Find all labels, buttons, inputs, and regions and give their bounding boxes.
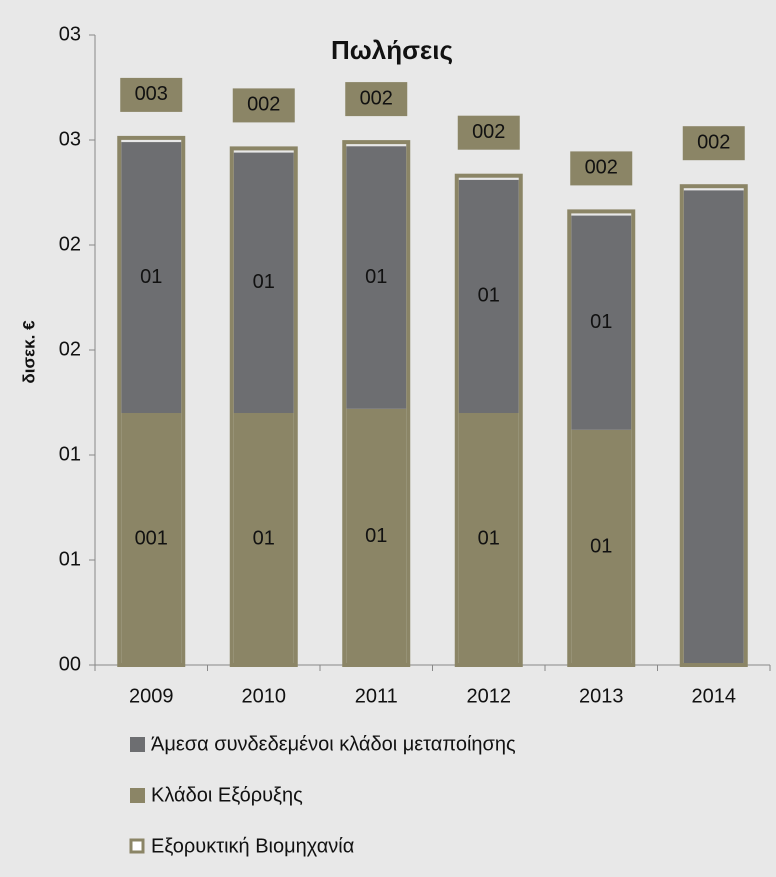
total-outline [567,209,636,667]
data-label: 01 [365,525,387,547]
chart-title: Πωλήσεις [331,35,453,65]
total-outline [454,173,523,667]
bar-segment [121,142,182,413]
total-label: 002 [697,131,730,153]
data-label: 01 [365,266,387,288]
legend-label: Άμεσα συνδεδεμένοι κλάδοι μεταποίησης [151,733,516,755]
total-label-box [232,88,295,123]
bar-segment [458,413,519,665]
total-label: 003 [135,83,168,105]
data-label: 01 [140,266,162,288]
y-tick-label: 02 [59,233,81,255]
y-tick-label: 02 [59,338,81,360]
total-label-box [457,115,520,150]
data-label: 01 [590,536,612,558]
y-tick-label: 01 [59,443,81,465]
total-label-box [345,82,408,117]
x-tick-label: 2009 [129,685,174,707]
x-tick-label: 2012 [467,685,512,707]
total-label: 002 [472,121,505,143]
y-tick-label: 00 [59,653,81,675]
data-label: 01 [253,271,275,293]
bar-segment [458,179,519,413]
bar-segment [121,413,182,665]
x-tick-label: 2010 [242,685,287,707]
bar-segment [233,152,294,413]
legend-label: Εξορυκτική Βιομηχανία [151,835,354,857]
y-tick-label: 03 [59,128,81,150]
total-label-box [682,126,745,161]
bar-segment [571,215,632,430]
data-label: 01 [478,285,500,307]
bar-segment [571,429,632,665]
legend-label: Κλάδοι Εξόρυξης [151,784,303,806]
bar-segment [683,190,744,665]
bar-segment [233,413,294,665]
total-outline [342,140,411,668]
x-tick-label: 2011 [355,685,398,707]
data-label: 001 [135,527,168,549]
total-label: 002 [360,87,393,109]
y-tick-label: 03 [59,23,81,45]
total-outline [229,146,298,667]
data-label: 01 [253,527,275,549]
x-tick-label: 2014 [692,685,737,707]
data-label: 01 [590,311,612,333]
total-label-box [570,151,633,186]
legend-swatch [129,838,145,854]
y-tick-label: 01 [59,548,81,570]
x-tick-label: 2013 [579,685,624,707]
total-outline [679,184,748,667]
total-label-box [120,77,183,112]
total-label: 002 [247,94,280,116]
total-label: 002 [585,157,618,179]
legend-swatch [130,788,145,803]
data-label: 01 [478,527,500,549]
bar-segment [346,146,407,409]
total-outline [117,135,186,667]
bar-segment [346,408,407,665]
legend-swatch [130,737,145,752]
y-axis-label: δισεκ. € [19,320,38,384]
